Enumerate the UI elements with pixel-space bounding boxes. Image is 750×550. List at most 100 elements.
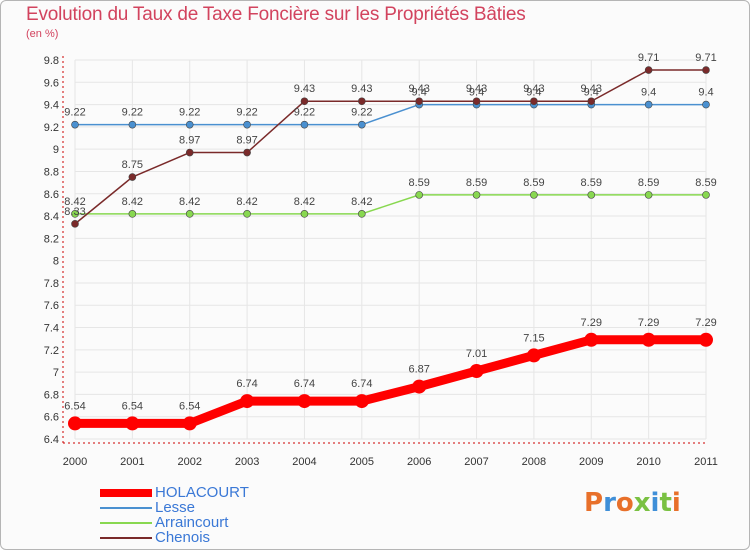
x-tick-label: 2000 — [63, 456, 87, 468]
series-point-arraincourt — [472, 191, 481, 199]
data-label-holacourt: 7.29 — [638, 317, 659, 329]
x-tick-label: 2001 — [120, 456, 144, 468]
series-point-holacourt — [641, 332, 656, 347]
series-point-chenois — [530, 97, 538, 106]
x-tick-label: 2006 — [407, 456, 431, 468]
y-tick-label: 9 — [53, 144, 59, 156]
y-tick-label: 7.2 — [44, 345, 59, 357]
data-label-chenois: 9.43 — [581, 83, 602, 95]
data-label-chenois: 8.97 — [179, 135, 200, 147]
data-label-holacourt: 6.74 — [351, 378, 372, 390]
data-label-lesse: 9.22 — [122, 107, 143, 119]
data-label-lesse: 9.4 — [584, 87, 599, 99]
data-label-chenois: 9.43 — [408, 83, 429, 95]
series-point-holacourt — [182, 416, 197, 431]
series-point-chenois — [587, 97, 596, 106]
data-label-arraincourt: 8.59 — [408, 177, 429, 189]
data-label-arraincourt: 8.59 — [523, 177, 544, 189]
chart-axes — [62, 56, 706, 444]
series-point-chenois — [243, 148, 251, 157]
x-tick-label: 2011 — [694, 456, 718, 468]
data-label-holacourt: 6.74 — [236, 378, 257, 390]
data-label-lesse: 9.4 — [698, 87, 713, 99]
legend-swatch-arraincourt — [100, 521, 152, 524]
data-label-arraincourt: 8.59 — [581, 177, 602, 189]
series-point-holacourt — [240, 394, 255, 409]
chart-subtitle: (en %) — [26, 28, 59, 40]
data-label-lesse: 9.4 — [412, 87, 427, 99]
data-label-lesse: 9.22 — [351, 107, 372, 119]
data-label-lesse: 9.22 — [294, 107, 315, 119]
series-point-chenois — [128, 173, 137, 181]
legend-swatch-lesse — [100, 506, 152, 509]
x-tick-label: 2004 — [292, 456, 316, 468]
y-tick-label: 8.4 — [44, 211, 59, 223]
data-label-chenois: 9.43 — [523, 83, 544, 95]
x-tick-label: 2002 — [177, 456, 201, 468]
series-point-arraincourt — [587, 191, 596, 199]
series-point-arraincourt — [415, 191, 423, 199]
data-label-lesse: 9.4 — [641, 87, 656, 99]
data-label-holacourt: 6.54 — [179, 400, 200, 412]
series-point-arraincourt — [185, 210, 194, 218]
data-label-holacourt: 6.87 — [408, 364, 429, 376]
series-point-holacourt — [412, 379, 427, 394]
legend-item-arraincourt: Arraincourt — [100, 515, 249, 530]
x-tick-label: 2007 — [464, 456, 488, 468]
series-point-holacourt — [526, 348, 541, 363]
data-label-holacourt: 7.01 — [466, 348, 487, 360]
data-label-arraincourt: 8.59 — [638, 177, 659, 189]
series-line-lesse — [74, 103, 707, 126]
data-label-holacourt: 7.15 — [523, 332, 544, 344]
series-point-chenois — [71, 220, 79, 228]
series-point-arraincourt — [71, 210, 79, 218]
logo-letter: t — [659, 488, 672, 518]
series-point-chenois — [358, 97, 366, 106]
series-point-chenois — [472, 97, 481, 106]
series-point-lesse — [71, 120, 79, 129]
series-point-arraincourt — [702, 191, 710, 199]
y-tick-label: 7.4 — [44, 323, 59, 335]
chart-series — [68, 66, 713, 431]
series-line-chenois — [74, 69, 707, 225]
y-tick-label: 8.6 — [44, 189, 59, 201]
data-label-chenois: 8.97 — [236, 135, 257, 147]
data-label-chenois: 9.71 — [695, 52, 716, 64]
data-label-arraincourt: 8.59 — [695, 177, 716, 189]
series-point-holacourt — [297, 394, 312, 409]
series-point-holacourt — [584, 332, 599, 347]
data-label-lesse: 9.4 — [469, 87, 484, 99]
logo-letter: i — [650, 488, 660, 518]
series-point-lesse — [128, 120, 137, 129]
y-tick-label: 9.4 — [44, 100, 59, 112]
series-point-holacourt — [354, 394, 369, 409]
series-point-arraincourt — [644, 191, 653, 199]
logo-letter: o — [615, 488, 634, 518]
logo-letter: P — [584, 488, 604, 518]
series-point-chenois — [644, 66, 653, 74]
data-label-chenois: 9.43 — [294, 83, 315, 95]
series-line-arraincourt — [74, 194, 707, 215]
data-label-lesse: 9.22 — [179, 107, 200, 119]
series-point-arraincourt — [243, 210, 251, 218]
legend-label-holacourt: HOLACOURT — [155, 484, 249, 501]
data-label-chenois: 8.33 — [64, 206, 85, 218]
y-tick-label: 8 — [53, 256, 59, 268]
y-tick-label: 9.8 — [44, 55, 59, 67]
series-point-chenois — [415, 97, 423, 106]
series-point-lesse — [644, 100, 653, 109]
data-label-arraincourt: 8.42 — [351, 196, 372, 208]
series-point-lesse — [185, 120, 194, 129]
data-label-arraincourt: 8.42 — [179, 196, 200, 208]
series-point-arraincourt — [530, 191, 538, 199]
data-label-holacourt: 6.54 — [64, 400, 85, 412]
series-point-holacourt — [68, 416, 82, 431]
chart-legend: HOLACOURT Lesse Arraincourt Chenois — [100, 485, 249, 545]
data-label-arraincourt: 8.42 — [236, 196, 257, 208]
legend-label-chenois: Chenois — [155, 529, 211, 546]
y-tick-label: 6.8 — [44, 389, 59, 401]
series-point-lesse — [300, 120, 309, 129]
chart-title: Evolution du Taux de Taxe Foncière sur l… — [26, 4, 526, 25]
series-point-arraincourt — [128, 210, 137, 218]
